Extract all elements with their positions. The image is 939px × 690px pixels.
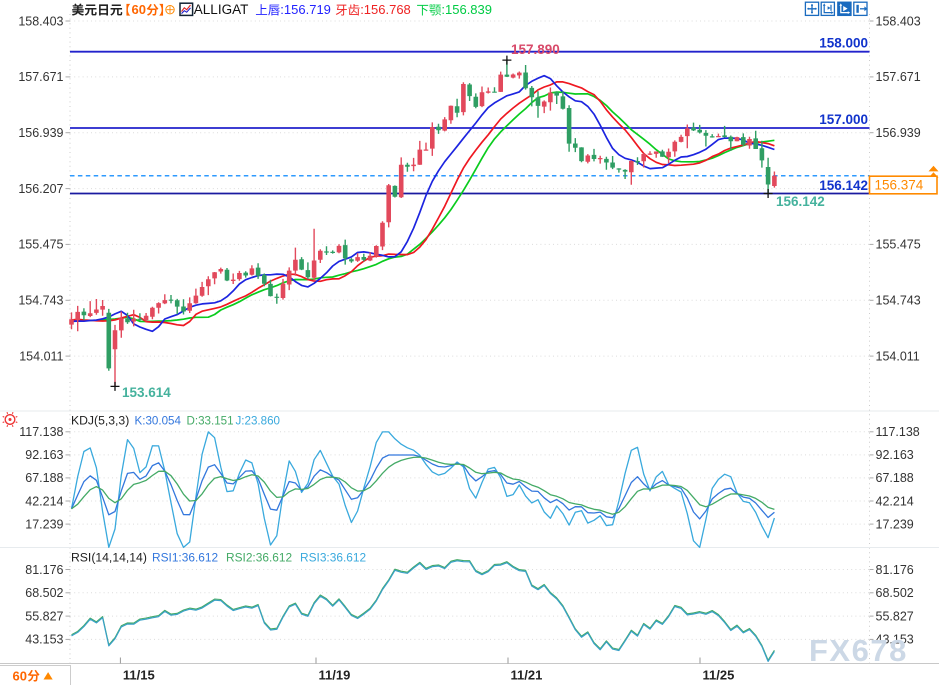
svg-text:92.163: 92.163 xyxy=(25,448,63,462)
svg-text:156.939: 156.939 xyxy=(876,126,921,140)
svg-text:154.011: 154.011 xyxy=(19,349,63,363)
svg-text:158.403: 158.403 xyxy=(876,14,921,28)
svg-text:158.403: 158.403 xyxy=(18,14,63,28)
svg-text:11/25: 11/25 xyxy=(703,668,735,683)
svg-text:67.188: 67.188 xyxy=(25,471,63,485)
svg-text:155.475: 155.475 xyxy=(18,238,63,252)
svg-text:K:30.054: K:30.054 xyxy=(135,415,182,428)
svg-text:156.142: 156.142 xyxy=(776,194,825,209)
svg-text:RSI(14,14,14): RSI(14,14,14) xyxy=(71,551,147,565)
svg-text:RSI1:36.612: RSI1:36.612 xyxy=(152,551,218,565)
svg-text:11/15: 11/15 xyxy=(123,668,155,683)
svg-text:FX678: FX678 xyxy=(809,633,908,668)
svg-text:RSI3:36.612: RSI3:36.612 xyxy=(300,551,366,565)
svg-text:155.475: 155.475 xyxy=(876,238,921,252)
svg-text:154.011: 154.011 xyxy=(876,349,920,363)
svg-text:68.502: 68.502 xyxy=(25,586,63,600)
svg-text:157.000: 157.000 xyxy=(819,112,868,127)
svg-text::156.768: :156.768 xyxy=(360,2,411,17)
svg-text:156.142: 156.142 xyxy=(819,178,868,193)
svg-text:156.374: 156.374 xyxy=(875,178,924,193)
svg-text:17.239: 17.239 xyxy=(876,517,914,531)
svg-text:KDJ(5,3,3): KDJ(5,3,3) xyxy=(71,414,129,428)
svg-text:RSI2:36.612: RSI2:36.612 xyxy=(226,551,292,565)
svg-text:D:33.151: D:33.151 xyxy=(187,415,234,428)
svg-text:81.176: 81.176 xyxy=(876,563,914,577)
svg-text:55.827: 55.827 xyxy=(876,609,914,623)
svg-text:J:23.860: J:23.860 xyxy=(236,415,280,428)
svg-text:42.214: 42.214 xyxy=(876,494,914,508)
svg-text:60: 60 xyxy=(13,669,27,684)
svg-text:156.207: 156.207 xyxy=(18,182,63,196)
svg-text:55.827: 55.827 xyxy=(25,609,63,623)
svg-text:117.138: 117.138 xyxy=(19,425,63,439)
svg-text:43.153: 43.153 xyxy=(25,633,63,647)
svg-text:42.214: 42.214 xyxy=(25,494,63,508)
svg-text:17.239: 17.239 xyxy=(25,517,63,531)
svg-text:43.153: 43.153 xyxy=(876,633,914,647)
svg-text:117.138: 117.138 xyxy=(876,425,920,439)
svg-text:ALLIGAT: ALLIGAT xyxy=(194,2,249,17)
svg-text:154.743: 154.743 xyxy=(876,294,921,308)
svg-text:11/19: 11/19 xyxy=(319,668,351,683)
svg-text::156.839: :156.839 xyxy=(441,2,492,17)
svg-text:154.743: 154.743 xyxy=(18,294,63,308)
svg-text:67.188: 67.188 xyxy=(876,471,914,485)
svg-text:68.502: 68.502 xyxy=(876,586,914,600)
svg-text:153.614: 153.614 xyxy=(122,385,171,400)
svg-text:157.671: 157.671 xyxy=(18,70,63,84)
svg-text:157.671: 157.671 xyxy=(876,70,921,84)
svg-text:81.176: 81.176 xyxy=(25,563,63,577)
svg-text:157.890: 157.890 xyxy=(511,42,560,57)
svg-text:92.163: 92.163 xyxy=(876,448,914,462)
svg-text:156.939: 156.939 xyxy=(18,126,63,140)
svg-text::156.719: :156.719 xyxy=(280,2,331,17)
svg-text:60: 60 xyxy=(132,2,146,17)
svg-text:11/21: 11/21 xyxy=(511,668,543,683)
svg-text:158.000: 158.000 xyxy=(819,36,868,51)
